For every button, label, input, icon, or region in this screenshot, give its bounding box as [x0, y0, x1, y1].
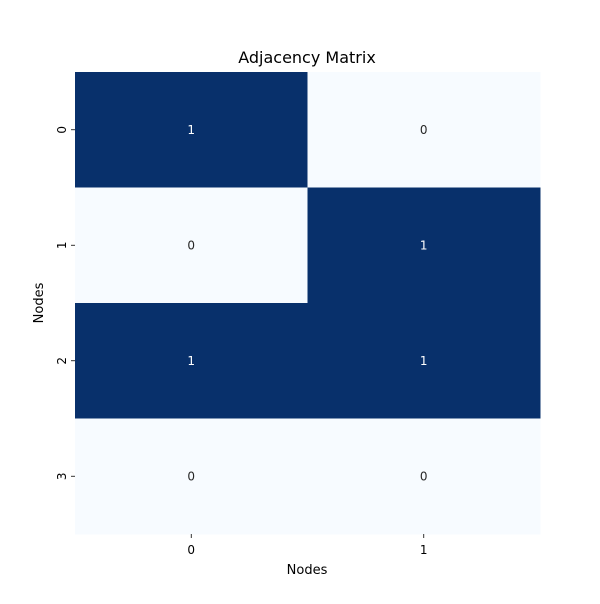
y-axis-ticks: 0 1 2 3: [55, 126, 75, 480]
y-axis-label: Nodes: [32, 282, 47, 323]
y-tick-label-1: 1: [55, 241, 69, 249]
heatmap-cell-r0-c0: [75, 72, 308, 188]
x-tick-label-0: 0: [187, 543, 195, 557]
chart-title: Adjacency Matrix: [238, 48, 376, 67]
cell-label-r0-c0: 1: [187, 123, 195, 137]
cell-label-r3-c0: 0: [187, 469, 195, 483]
heatmap-cell-r1-c0: [75, 187, 308, 304]
y-tick-label-0: 0: [55, 126, 69, 134]
heatmap-cell-r3-c1: [307, 418, 541, 535]
cell-label-r1-c1: 1: [420, 238, 428, 252]
y-tick-label-2: 2: [55, 357, 69, 365]
cell-label-r2-c1: 1: [420, 354, 428, 368]
cell-label-r3-c1: 0: [420, 469, 428, 483]
heatmap-cell-labels: 1 0 0 1 1 1 0 0: [187, 123, 427, 484]
cell-label-r2-c0: 1: [187, 354, 195, 368]
heatmap-cell-r2-c0: [75, 303, 308, 419]
heatmap-cell-r0-c1: [307, 72, 541, 188]
x-tick-label-1: 1: [420, 543, 428, 557]
cell-label-r1-c0: 0: [187, 238, 195, 252]
heatmap-cell-r3-c0: [75, 418, 308, 535]
heatmap-cells: [75, 72, 541, 535]
y-tick-label-3: 3: [55, 472, 69, 480]
cell-label-r0-c1: 0: [420, 123, 428, 137]
heatmap-cell-r2-c1: [307, 303, 541, 419]
x-axis-label: Nodes: [287, 563, 328, 578]
heatmap-cell-r1-c1: [307, 187, 541, 304]
